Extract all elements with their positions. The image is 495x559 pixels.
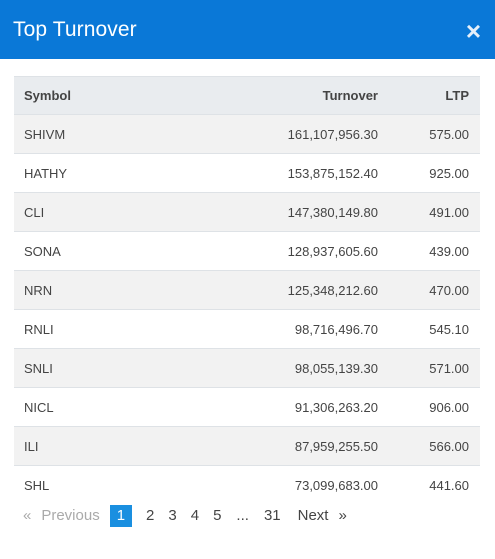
cell-ltp: 925.00 — [378, 153, 480, 193]
cell-turnover: 98,055,139.30 — [164, 348, 378, 388]
table-header: Symbol Turnover LTP — [14, 76, 480, 115]
page-button-2[interactable]: 2 — [146, 507, 155, 524]
cell-symbol: NRN — [14, 270, 164, 310]
cell-ltp: 439.00 — [378, 231, 480, 271]
cell-symbol: SONA — [14, 231, 164, 271]
pagination: « Previous 1 2 3 4 5 ... 31 Next » — [14, 505, 354, 527]
table-row: NICL 91,306,263.20 906.00 — [14, 387, 480, 427]
previous-label: Previous — [41, 507, 100, 524]
cell-symbol: SNLI — [14, 348, 164, 388]
column-header-ltp: LTP — [378, 76, 480, 115]
cell-turnover: 147,380,149.80 — [164, 192, 378, 232]
page-button-1[interactable]: 1 — [109, 505, 133, 527]
next-label: Next — [297, 507, 329, 524]
cell-ltp: 441.60 — [378, 465, 480, 505]
cell-turnover: 98,716,496.70 — [164, 309, 378, 349]
modal-body: Symbol Turnover LTP SHIVM 161,107,956.30… — [14, 76, 480, 505]
cell-ltp: 470.00 — [378, 270, 480, 310]
cell-ltp: 575.00 — [378, 114, 480, 154]
cell-symbol: SHL — [14, 465, 164, 505]
turnover-table: Symbol Turnover LTP SHIVM 161,107,956.30… — [14, 76, 480, 505]
table-row: SNLI 98,055,139.30 571.00 — [14, 348, 480, 388]
modal-title: Top Turnover — [13, 17, 137, 41]
table-row: NRN 125,348,212.60 470.00 — [14, 270, 480, 310]
table-row: SHIVM 161,107,956.30 575.00 — [14, 114, 480, 154]
cell-turnover: 161,107,956.30 — [164, 114, 378, 154]
previous-page-button[interactable]: « Previous — [14, 505, 107, 527]
cell-turnover: 153,875,152.40 — [164, 153, 378, 193]
modal-header: Top Turnover × — [0, 0, 495, 59]
page-button-4[interactable]: 4 — [190, 507, 200, 524]
table-row: RNLI 98,716,496.70 545.10 — [14, 309, 480, 349]
column-header-turnover: Turnover — [164, 76, 378, 115]
cell-ltp: 571.00 — [378, 348, 480, 388]
cell-symbol: ILI — [14, 426, 164, 466]
pagination-ellipsis: ... — [236, 507, 249, 524]
table-row: SONA 128,937,605.60 439.00 — [14, 231, 480, 271]
page-button-31[interactable]: 31 — [263, 507, 281, 524]
close-icon[interactable]: × — [465, 15, 481, 46]
cell-turnover: 125,348,212.60 — [164, 270, 378, 310]
cell-turnover: 128,937,605.60 — [164, 231, 378, 271]
column-header-symbol: Symbol — [14, 76, 164, 115]
cell-symbol: RNLI — [14, 309, 164, 349]
cell-ltp: 566.00 — [378, 426, 480, 466]
cell-symbol: NICL — [14, 387, 164, 427]
cell-ltp: 545.10 — [378, 309, 480, 349]
cell-symbol: SHIVM — [14, 114, 164, 154]
cell-ltp: 491.00 — [378, 192, 480, 232]
table-row: CLI 147,380,149.80 491.00 — [14, 192, 480, 232]
cell-symbol: HATHY — [14, 153, 164, 193]
cell-turnover: 87,959,255.50 — [164, 426, 378, 466]
page-button-3[interactable]: 3 — [168, 507, 177, 524]
table-row: HATHY 153,875,152.40 925.00 — [14, 153, 480, 193]
double-chevron-left-icon: « — [23, 507, 32, 524]
cell-symbol: CLI — [14, 192, 164, 232]
next-page-button[interactable]: Next » — [288, 505, 354, 527]
page-button-5[interactable]: 5 — [213, 507, 222, 524]
table-row: ILI 87,959,255.50 566.00 — [14, 426, 480, 466]
cell-turnover: 73,099,683.00 — [164, 465, 378, 505]
table-row: SHL 73,099,683.00 441.60 — [14, 465, 480, 505]
cell-turnover: 91,306,263.20 — [164, 387, 378, 427]
cell-ltp: 906.00 — [378, 387, 480, 427]
double-chevron-right-icon: » — [338, 507, 347, 524]
table-body: SHIVM 161,107,956.30 575.00 HATHY 153,87… — [14, 114, 480, 505]
